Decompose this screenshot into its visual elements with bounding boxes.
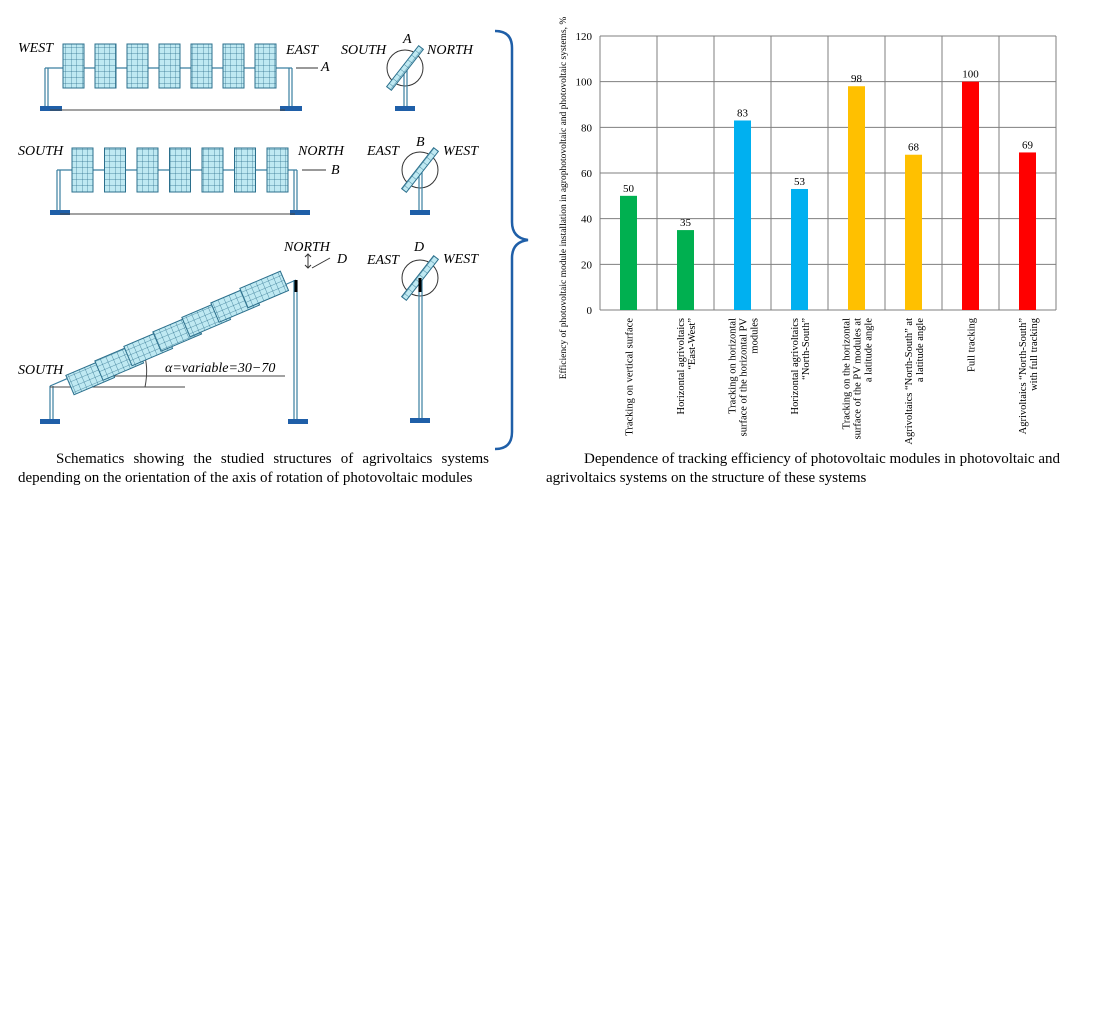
rotation-circle (401, 151, 439, 189)
bar (677, 230, 694, 310)
pv-panel-side (385, 44, 425, 92)
bar-chart: 0 20 40 60 80 100 120 Efficiency of photovoltai… (558, 17, 1057, 445)
rotation-circle (386, 49, 424, 87)
x-tick-label: Horizontal agrivoltaics“East-West” (676, 318, 698, 415)
y-axis-label: Efficiency of photovoltaic module instal… (558, 17, 569, 380)
pv-panel (136, 147, 159, 193)
schematic (40, 43, 440, 424)
bar (905, 154, 922, 310)
bar (848, 86, 865, 310)
value-label: 68 (908, 142, 920, 154)
value-label: 35 (680, 217, 692, 229)
diagram-label: D (413, 240, 424, 255)
diagram-label: NORTH (297, 144, 345, 159)
pv-panel (126, 43, 149, 89)
y-tick-label: 20 (581, 259, 593, 271)
diagram-label: D (336, 252, 347, 267)
pv-panel (94, 43, 117, 89)
y-tick-label: 80 (581, 122, 593, 134)
pv-panel (104, 147, 126, 193)
x-tick-label: Tracking on vertical surface (625, 318, 636, 436)
bar (734, 120, 751, 310)
diagram-label: NORTH (426, 43, 474, 58)
diagram-label: α=variable=30−70 (165, 361, 275, 376)
diagram-label: SOUTH (18, 144, 64, 159)
diagram-label: NORTH (283, 240, 331, 255)
y-tick-label: 100 (576, 77, 593, 89)
y-tick-label: 40 (581, 214, 593, 226)
caption: Dependence of tracking efficiency of pho… (546, 451, 1060, 486)
y-tick-label: 60 (581, 168, 593, 180)
x-tick-label: Tracking on horizontalsurface of the hor… (728, 318, 761, 437)
pv-panel-side (400, 146, 440, 194)
x-tick-label: Agrivoltaics “North-South” ata latitude … (904, 318, 926, 445)
base (410, 210, 430, 215)
diagram-label: EAST (366, 144, 400, 159)
bar (962, 81, 979, 311)
pv-panel (266, 147, 289, 193)
pv-panel (222, 43, 245, 89)
diagram-label: SOUTH (18, 363, 64, 378)
brace (494, 29, 529, 451)
y-tick-label: 120 (576, 31, 593, 43)
bar (791, 188, 808, 310)
y-tick-label: 0 (587, 305, 593, 317)
pv-panel (201, 147, 224, 193)
x-tick-label: Full tracking (967, 317, 978, 372)
diagram-label: WEST (443, 144, 479, 159)
pv-panel (62, 43, 85, 89)
diagram-label: WEST (18, 41, 54, 56)
diagram-label: WEST (443, 252, 479, 267)
rotation-circle (401, 259, 439, 297)
value-label: 69 (1022, 139, 1034, 151)
x-tick-label: Tracking on the horizontalsurface of the… (842, 318, 875, 440)
pv-panel (158, 43, 181, 89)
diagram-label: A (320, 60, 330, 75)
x-tick-label: Horizontal agrivoltaics“North-South” (790, 318, 812, 415)
base (410, 418, 430, 423)
diagram-label: EAST (366, 253, 400, 268)
diagram-label: EAST (285, 43, 319, 58)
pv-panel (71, 147, 94, 193)
base (395, 106, 415, 111)
diagram-label: B (331, 163, 340, 178)
diagram-label: SOUTH (341, 43, 387, 58)
x-tick-label: Agrivoltaics “North-South”with full trac… (1018, 317, 1040, 434)
bar (620, 195, 637, 310)
pv-panel (190, 43, 213, 89)
pv-panel (254, 43, 277, 89)
value-label: 100 (962, 69, 979, 81)
value-label: 50 (623, 183, 635, 195)
diagram-label: B (416, 135, 425, 150)
pv-panel (234, 147, 256, 193)
pv-panel (169, 147, 191, 193)
value-label: 53 (794, 176, 806, 188)
value-label: 83 (737, 107, 749, 119)
bar (1019, 152, 1036, 310)
value-label: 98 (851, 73, 863, 85)
diagram-label: A (402, 32, 412, 47)
caption: Schematics showing the studied structure… (18, 451, 489, 486)
pv-panel (239, 270, 290, 309)
